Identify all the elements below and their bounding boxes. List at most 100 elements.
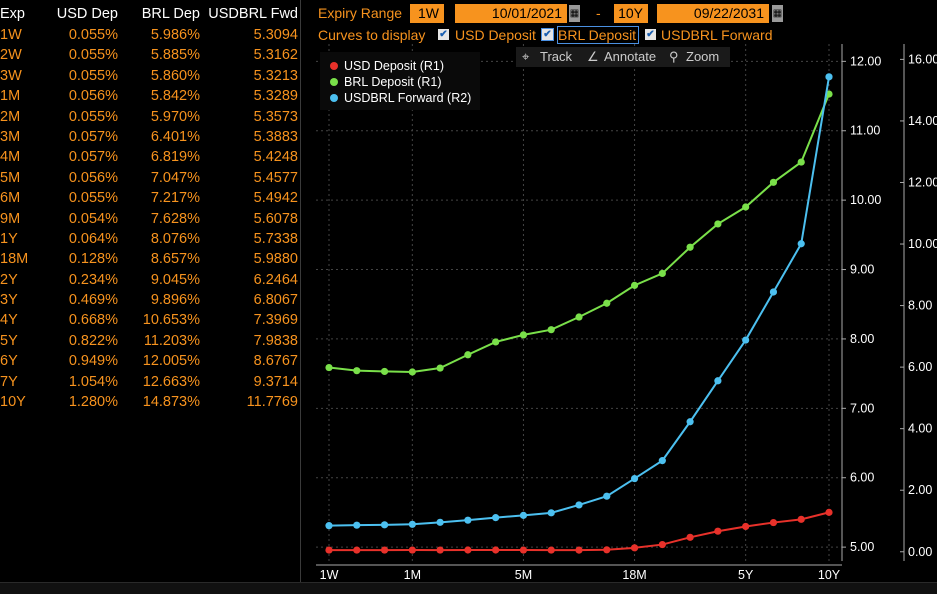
table-row[interactable]: 4Y 0.668% 10.653% 7.3969 bbox=[0, 310, 300, 330]
data-point[interactable] bbox=[658, 540, 666, 549]
data-point[interactable] bbox=[547, 546, 555, 554]
data-point[interactable] bbox=[464, 516, 472, 524]
table-row[interactable]: 2M 0.055% 5.970% 5.3573 bbox=[0, 107, 300, 127]
data-point[interactable] bbox=[825, 508, 833, 516]
data-point[interactable] bbox=[464, 546, 472, 554]
table-row[interactable]: 6M 0.055% 7.217% 5.4942 bbox=[0, 188, 300, 208]
data-point[interactable] bbox=[492, 546, 500, 554]
table-row[interactable]: 1W 0.055% 5.986% 5.3094 bbox=[0, 25, 300, 45]
brl-deposit-label[interactable]: BRL Deposit bbox=[556, 26, 640, 44]
data-point[interactable] bbox=[408, 368, 416, 376]
data-point[interactable] bbox=[630, 474, 639, 483]
data-point[interactable] bbox=[658, 269, 666, 278]
start-date-field[interactable]: 10/01/2021 bbox=[455, 4, 567, 23]
usd-deposit-checkbox[interactable]: ✔ bbox=[438, 29, 449, 40]
data-point[interactable] bbox=[325, 546, 333, 554]
table-row[interactable]: 7Y 1.054% 12.663% 9.3714 bbox=[0, 372, 300, 392]
data-point[interactable] bbox=[492, 338, 500, 346]
data-point[interactable] bbox=[353, 367, 361, 375]
track-button[interactable]: Track bbox=[540, 49, 573, 64]
table-row[interactable]: 2Y 0.234% 9.045% 6.2464 bbox=[0, 270, 300, 290]
data-point[interactable] bbox=[603, 546, 611, 554]
table-row[interactable]: 4M 0.057% 6.819% 5.4248 bbox=[0, 147, 300, 167]
table-row[interactable]: 5M 0.056% 7.047% 5.4577 bbox=[0, 168, 300, 188]
usdbrl-forward-label[interactable]: USDBRL Forward bbox=[661, 27, 773, 43]
data-point[interactable] bbox=[575, 313, 583, 321]
data-point[interactable] bbox=[769, 178, 778, 186]
end-date-field[interactable]: 09/22/2031 bbox=[657, 4, 769, 23]
data-point[interactable] bbox=[603, 492, 611, 500]
data-point[interactable] bbox=[547, 509, 555, 517]
data-point[interactable] bbox=[464, 351, 472, 359]
table-row[interactable]: 2W 0.055% 5.885% 5.3162 bbox=[0, 45, 300, 65]
data-point[interactable] bbox=[519, 511, 528, 519]
table-row[interactable]: 6Y 0.949% 12.005% 8.6767 bbox=[0, 351, 300, 371]
r2-tick-label: 11.00 bbox=[850, 124, 880, 138]
data-point[interactable] bbox=[436, 546, 444, 554]
zoom-icon[interactable]: ⚲ bbox=[669, 49, 679, 64]
data-point[interactable] bbox=[797, 158, 805, 166]
data-point[interactable] bbox=[658, 457, 666, 465]
table-row[interactable]: 3W 0.055% 5.860% 5.3213 bbox=[0, 66, 300, 86]
data-point[interactable] bbox=[353, 546, 361, 554]
data-point[interactable] bbox=[714, 377, 722, 385]
data-point[interactable] bbox=[603, 299, 611, 307]
data-point[interactable] bbox=[686, 243, 694, 251]
start-calendar-icon[interactable]: ▦ bbox=[569, 5, 580, 22]
table-row[interactable]: 9M 0.054% 7.628% 5.6078 bbox=[0, 209, 300, 229]
data-point[interactable] bbox=[686, 533, 694, 541]
data-point[interactable] bbox=[547, 326, 555, 334]
data-point[interactable] bbox=[769, 518, 778, 527]
data-point[interactable] bbox=[769, 288, 778, 296]
data-point[interactable] bbox=[714, 527, 722, 535]
data-point[interactable] bbox=[575, 501, 583, 509]
data-point[interactable] bbox=[630, 544, 639, 552]
data-point[interactable] bbox=[325, 522, 333, 530]
table-cell: 7.9838 bbox=[253, 332, 298, 349]
start-tenor-field[interactable]: 1W bbox=[410, 4, 444, 23]
data-point[interactable] bbox=[825, 73, 833, 81]
data-point[interactable] bbox=[353, 521, 361, 529]
data-point[interactable] bbox=[325, 363, 333, 372]
annotate-icon[interactable]: ∠ bbox=[587, 49, 599, 64]
table-row[interactable]: 3Y 0.469% 9.896% 6.8067 bbox=[0, 290, 300, 310]
data-point[interactable] bbox=[380, 521, 389, 529]
data-point[interactable] bbox=[492, 514, 500, 522]
r1-tick-label: 2.00 bbox=[908, 483, 932, 497]
data-point[interactable] bbox=[742, 336, 750, 344]
data-point[interactable] bbox=[436, 364, 444, 372]
end-tenor-field[interactable]: 10Y bbox=[614, 4, 648, 23]
data-point[interactable] bbox=[742, 522, 750, 531]
annotate-button[interactable]: Annotate bbox=[604, 49, 657, 64]
table-row[interactable]: 10Y 1.280% 14.873% 11.7769 bbox=[0, 392, 300, 412]
table-cell: 7.217% bbox=[150, 190, 200, 207]
end-calendar-icon[interactable]: ▦ bbox=[772, 5, 783, 22]
table-row[interactable]: 1M 0.056% 5.842% 5.3289 bbox=[0, 86, 300, 106]
zoom-button[interactable]: Zoom bbox=[686, 49, 720, 64]
track-icon[interactable]: ⌖ bbox=[522, 49, 530, 64]
data-point[interactable] bbox=[714, 220, 722, 228]
table-row[interactable]: 1Y 0.064% 8.076% 5.7338 bbox=[0, 229, 300, 249]
table-cell: 7.628% bbox=[150, 210, 200, 227]
table-row[interactable]: 18M 0.128% 8.657% 5.9880 bbox=[0, 249, 300, 269]
brl-deposit-checkbox[interactable]: ✔ bbox=[541, 28, 554, 41]
data-point[interactable] bbox=[380, 367, 389, 376]
data-point[interactable] bbox=[797, 240, 805, 248]
data-point[interactable] bbox=[630, 281, 639, 289]
data-point[interactable] bbox=[797, 515, 805, 523]
data-point[interactable] bbox=[408, 520, 416, 528]
data-point[interactable] bbox=[575, 546, 583, 554]
data-point[interactable] bbox=[436, 518, 444, 526]
data-point[interactable] bbox=[408, 546, 416, 554]
table-row[interactable]: 3M 0.057% 6.401% 5.3883 bbox=[0, 127, 300, 147]
data-point[interactable] bbox=[380, 546, 389, 554]
table-row[interactable]: 5Y 0.822% 11.203% 7.9838 bbox=[0, 331, 300, 351]
usdbrl-forward-checkbox[interactable]: ✔ bbox=[645, 29, 656, 40]
usd-deposit-label[interactable]: USD Deposit bbox=[455, 27, 536, 43]
bottom-scrollbar[interactable] bbox=[0, 582, 937, 594]
data-point[interactable] bbox=[519, 331, 528, 339]
table-cell: 5.4577 bbox=[253, 169, 298, 186]
data-point[interactable] bbox=[742, 203, 750, 211]
data-point[interactable] bbox=[519, 546, 528, 554]
data-point[interactable] bbox=[686, 418, 694, 426]
